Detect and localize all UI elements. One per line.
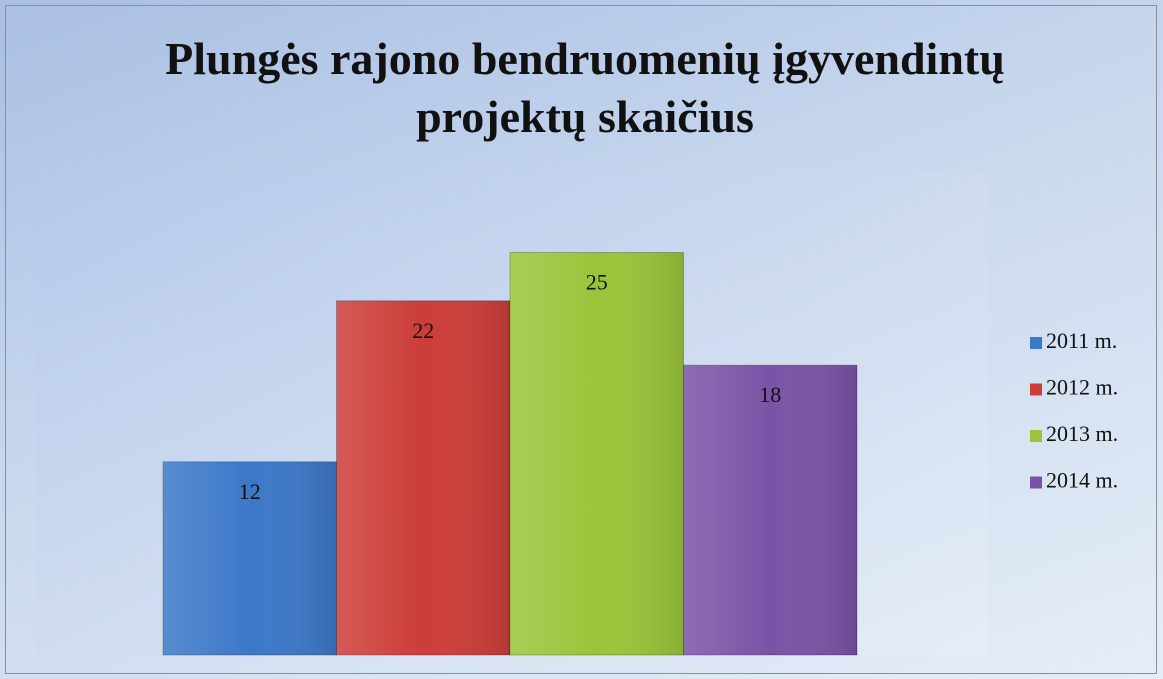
bar [509, 252, 684, 656]
legend-label: 2013 m. [1046, 421, 1118, 446]
data-label: 12 [239, 479, 261, 504]
chart-title: Plungės rajono bendruomenių įgyvendintų … [165, 33, 1005, 142]
bar [683, 364, 858, 656]
data-label: 18 [759, 382, 781, 407]
legend-swatch [1030, 430, 1042, 442]
legend-label: 2012 m. [1046, 375, 1118, 400]
chart-frame [5, 5, 1157, 674]
legend-label: 2014 m. [1046, 468, 1118, 493]
bar [336, 300, 511, 656]
legend-swatch [1030, 476, 1042, 489]
legend-swatch [1030, 383, 1042, 396]
legend-swatch [1030, 337, 1042, 349]
legend-label: 2011 m. [1046, 328, 1117, 353]
data-label: 25 [586, 270, 608, 295]
data-label: 22 [412, 318, 434, 343]
